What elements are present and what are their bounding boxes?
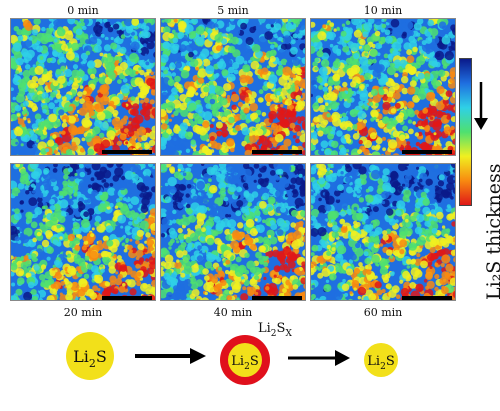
li2s-particle-label: Li2S [73,347,107,370]
scale-bar [402,150,452,154]
panel-time-label: 60 min [363,306,403,319]
thickness-map-panel [160,18,306,156]
panel-time-label: 20 min [63,306,103,319]
scale-bar [252,296,302,300]
thickness-colorbar [459,58,472,206]
scale-bar [252,150,302,154]
li2sx-label: Li2SX [258,321,292,339]
panel-time-label: 40 min [213,306,253,319]
li2s-core [228,343,262,377]
li2s-particle-small [364,343,398,377]
li2s-particle [66,332,114,380]
scale-bar [102,296,152,300]
right-arrow-icon [335,350,350,366]
panel-time-label: 10 min [363,4,403,17]
thickness-map-panel [310,163,456,301]
thickness-map-panel [310,18,456,156]
thickness-map-panel [160,163,306,301]
thickness-map-panel [10,163,156,301]
panel-time-label: 0 min [67,4,99,17]
li2s-particle-small-label: Li2S [367,354,394,372]
decrease-arrow-icon [474,82,488,130]
thickness-map-panel [10,18,156,156]
colorbar-label: Li₂S thickness [483,163,500,300]
panel-time-label: 5 min [217,4,249,17]
scale-bar [102,150,152,154]
right-arrow-icon [190,348,206,364]
scale-bar [402,296,452,300]
li2s-core-label: Li2S [231,354,258,372]
reaction-scheme: Li2S Li2S Li2SX Li2S [66,321,398,385]
